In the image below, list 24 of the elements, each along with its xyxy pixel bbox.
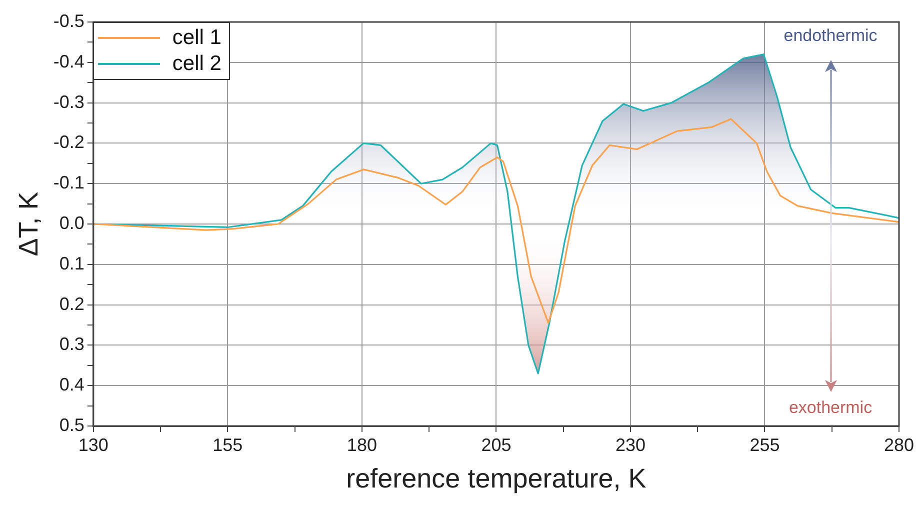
x-tick-label: 280 (884, 434, 914, 455)
y-tick-label: 0.1 (59, 253, 84, 274)
y-tick-label: -0.1 (53, 172, 84, 193)
y-tick-label: 0.0 (59, 212, 84, 233)
y-tick-label: 0.2 (59, 294, 84, 314)
annotation: exothermic (788, 398, 872, 418)
legend-label: cell 2 (171, 51, 222, 77)
annotation: endothermic (784, 26, 878, 46)
y-tick-label: -0.2 (53, 132, 84, 152)
y-tick-label: 0.4 (59, 374, 84, 395)
x-tick-label: 255 (750, 434, 780, 455)
x-tick-label: 180 (346, 434, 377, 455)
y-tick-label: -0.5 (53, 10, 84, 31)
x-axis-title: reference temperature, K (346, 463, 646, 494)
x-tick-label: 155 (212, 434, 243, 455)
x-tick-label: 205 (481, 434, 512, 455)
y-axis-title: ΔT, K (14, 192, 44, 256)
y-tick-label: -0.4 (53, 51, 84, 72)
x-tick-label: 230 (615, 434, 646, 455)
legend-label: cell 1 (171, 25, 222, 51)
y-tick-label: -0.3 (53, 92, 84, 112)
y-tick-label: 0.5 (59, 414, 84, 435)
x-tick-label: 130 (78, 434, 108, 455)
y-tick-label: 0.3 (59, 334, 84, 354)
